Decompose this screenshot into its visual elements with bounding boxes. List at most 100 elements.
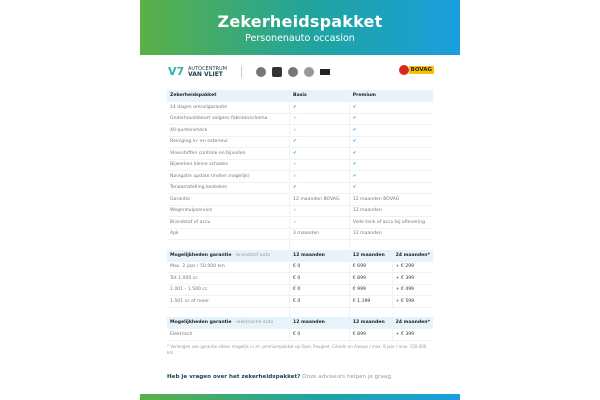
table-row: Navigatie update (indien mogelijk) × ✔ xyxy=(167,170,433,183)
table-row: Wegenhulpservice × 12 maanden xyxy=(167,205,433,217)
table-row: 14 dagen omruilgarantie ✔ ✔ xyxy=(167,101,433,114)
table-cell: 24 maanden* xyxy=(392,249,433,262)
divider xyxy=(240,66,242,78)
table-cell: + € 399 xyxy=(392,272,433,285)
table-row: Onderhoudsbeurt volgens fabrieksschema × ✔ xyxy=(167,113,433,125)
table-cell: 12 maanden BOVAG xyxy=(289,193,350,206)
table-row: Reiniging in- en exterieur ✔ ✔ xyxy=(167,136,433,148)
table-row: Apk 3 maanden 12 maanden xyxy=(167,228,433,240)
logo-row: V7 AUTOCENTRUM VAN VLIET xyxy=(168,62,433,82)
table-cell: € 0 xyxy=(289,328,350,341)
cross-icon: × xyxy=(293,116,297,122)
package-table: Zekerheidspakket Basis Premium 14 dagen omr… xyxy=(167,90,433,341)
section-title: Mogelijkheden garantie - brandstof auto xyxy=(167,249,291,262)
table-cell: Navigatie update (indien mogelijk) xyxy=(167,170,291,183)
table-cell: 12 maanden xyxy=(289,317,350,329)
page-subtitle: Personenauto occasion xyxy=(245,33,355,44)
check-icon: ✔ xyxy=(352,104,357,110)
table-cell: Basis xyxy=(289,90,350,102)
table-cell: Brandstof of accu xyxy=(167,216,291,229)
peugeot-logo-icon xyxy=(271,67,282,77)
check-icon: ✔ xyxy=(293,185,297,191)
table-cell: 24 maanden* xyxy=(392,317,433,329)
table-cell: Onderhoudsbeurt volgens fabrieksschema xyxy=(167,113,291,125)
header-banner: Zekerheidspakket Personenauto occasion xyxy=(140,0,460,55)
table-cell: + € 399 xyxy=(392,328,433,341)
table-cell: 1.501 cc of meer xyxy=(167,295,291,308)
table-cell: Max. 2 jaar / 50.000 km xyxy=(167,261,291,273)
question-text: Heb je vragen over het zekerheidspakket?… xyxy=(167,374,393,380)
check-icon: ✔ xyxy=(352,139,357,145)
table-row: Brandstof of accu × Volle tank of accu bij… xyxy=(167,216,433,229)
opel-logo-icon xyxy=(255,67,266,77)
check-icon: ✔ xyxy=(293,139,297,145)
check-icon: ✔ xyxy=(293,150,297,156)
check-icon: ✔ xyxy=(352,173,357,179)
table-cell: Apk xyxy=(167,228,291,240)
bovag-logo: BOVAG xyxy=(398,65,434,75)
aiways-logo-icon xyxy=(319,69,330,75)
table-cell: 12 maanden xyxy=(349,228,433,240)
table-cell: Garantie xyxy=(167,193,291,206)
table-cell: 3 maanden xyxy=(289,228,350,240)
table-cell: 1.001 - 1.500 cc xyxy=(167,284,291,296)
section-title: Mogelijkheden garantie - elektrische aut… xyxy=(167,317,291,329)
table-cell: € 899 xyxy=(349,328,393,341)
table-cell: € 1.199 xyxy=(349,295,393,308)
check-icon: ✔ xyxy=(352,127,357,133)
table-cell: € 0 xyxy=(289,295,350,308)
cross-icon: × xyxy=(293,162,297,168)
table-cell: € 999 xyxy=(349,284,393,296)
van-vliet-logo-icon: V7 xyxy=(168,65,185,78)
table-cell: € 899 xyxy=(349,272,393,285)
table-cell: Wegenhulpservice xyxy=(167,205,291,217)
table-cell: Zekerheidspakket xyxy=(167,90,291,102)
table-cell: Premium xyxy=(349,90,433,102)
table-cell: Tenaamstelling kenteken xyxy=(167,182,291,194)
table-cell: 40-puntencheck xyxy=(167,124,291,137)
table-cell: Bijwerken kleine schades xyxy=(167,159,291,171)
section-header-row: Mogelijkheden garantie - elektrische aut… xyxy=(167,317,433,329)
table-cell: € 0 xyxy=(289,261,350,273)
table-cell: 12 maanden xyxy=(349,205,433,217)
bovag-q-icon xyxy=(398,65,409,75)
table-cell: € 0 xyxy=(289,272,350,285)
table-cell: Volle tank of accu bij aflevering xyxy=(349,216,433,229)
check-icon: ✔ xyxy=(352,185,357,191)
footer-banner xyxy=(140,394,460,400)
table-cell: + € 299 xyxy=(392,261,433,273)
price-row: Tot 1.000 cc € 0 € 899 + € 399 xyxy=(167,272,433,285)
dealer-name: AUTOCENTRUM VAN VLIET xyxy=(188,66,227,78)
check-icon: ✔ xyxy=(293,104,297,110)
ds-logo-icon xyxy=(303,67,314,77)
price-row: Elektrisch € 0 € 899 + € 399 xyxy=(167,328,433,341)
price-row: Max. 2 jaar / 50.000 km € 0 € 699 + € 299 xyxy=(167,261,433,273)
price-row: 1.501 cc of meer € 0 € 1.199 + € 599 xyxy=(167,295,433,308)
table-row: Garantie 12 maanden BOVAG 12 maanden BOVAG xyxy=(167,193,433,206)
footnote: * Verlengen van garantie alleen mogelijk… xyxy=(167,344,427,355)
check-icon: ✔ xyxy=(352,162,357,168)
cross-icon: × xyxy=(293,208,297,214)
table-cell: Reiniging in- en exterieur xyxy=(167,136,291,148)
table-cell: + € 499 xyxy=(392,284,433,296)
table-row: Tenaamstelling kenteken ✔ ✔ xyxy=(167,182,433,194)
table-cell: Vloeistoffen controle en bijvullen xyxy=(167,147,291,160)
info-card: Zekerheidspakket Personenauto occasion V… xyxy=(140,0,460,400)
table-row: Vloeistoffen controle en bijvullen ✔ ✔ xyxy=(167,147,433,160)
table-row: 40-puntencheck × ✔ xyxy=(167,124,433,137)
table-cell: 12 maanden xyxy=(349,249,393,262)
page-title: Zekerheidspakket xyxy=(217,12,383,31)
table-row: Bijwerken kleine schades × ✔ xyxy=(167,159,433,171)
cross-icon: × xyxy=(293,127,297,133)
table-cell: + € 599 xyxy=(392,295,433,308)
cross-icon: × xyxy=(293,173,297,179)
table-cell: € 699 xyxy=(349,261,393,273)
check-icon: ✔ xyxy=(352,150,357,156)
cross-icon: × xyxy=(293,219,297,225)
table-cell: Tot 1.000 cc xyxy=(167,272,291,285)
table-cell: € 0 xyxy=(289,284,350,296)
table-cell: 12 maanden xyxy=(349,317,393,329)
price-row: 1.001 - 1.500 cc € 0 € 999 + € 499 xyxy=(167,284,433,296)
table-header-row: Zekerheidspakket Basis Premium xyxy=(167,90,433,102)
table-cell: 12 maanden xyxy=(289,249,350,262)
